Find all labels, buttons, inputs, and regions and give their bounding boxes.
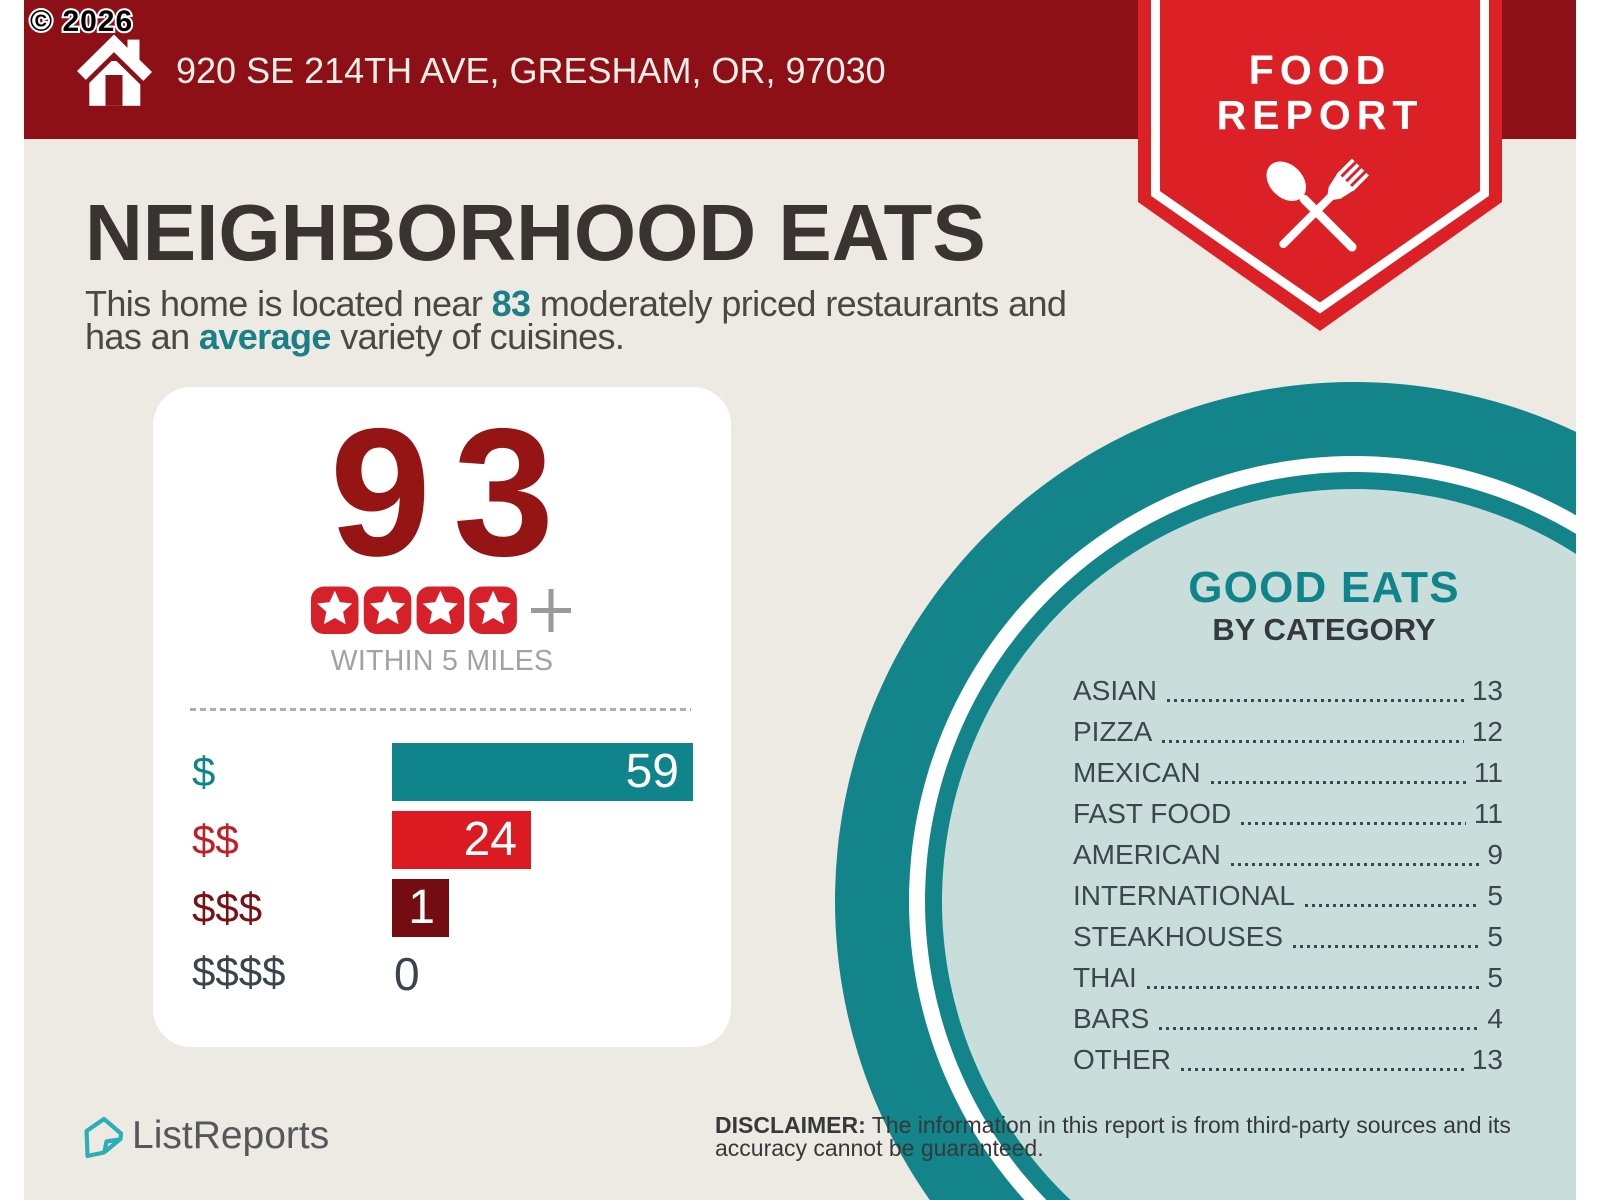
svg-text:© 2026: © 2026: [30, 5, 133, 38]
svg-text:FOOD: FOOD: [1249, 47, 1391, 93]
svg-text:REPORT: REPORT: [1217, 92, 1424, 138]
